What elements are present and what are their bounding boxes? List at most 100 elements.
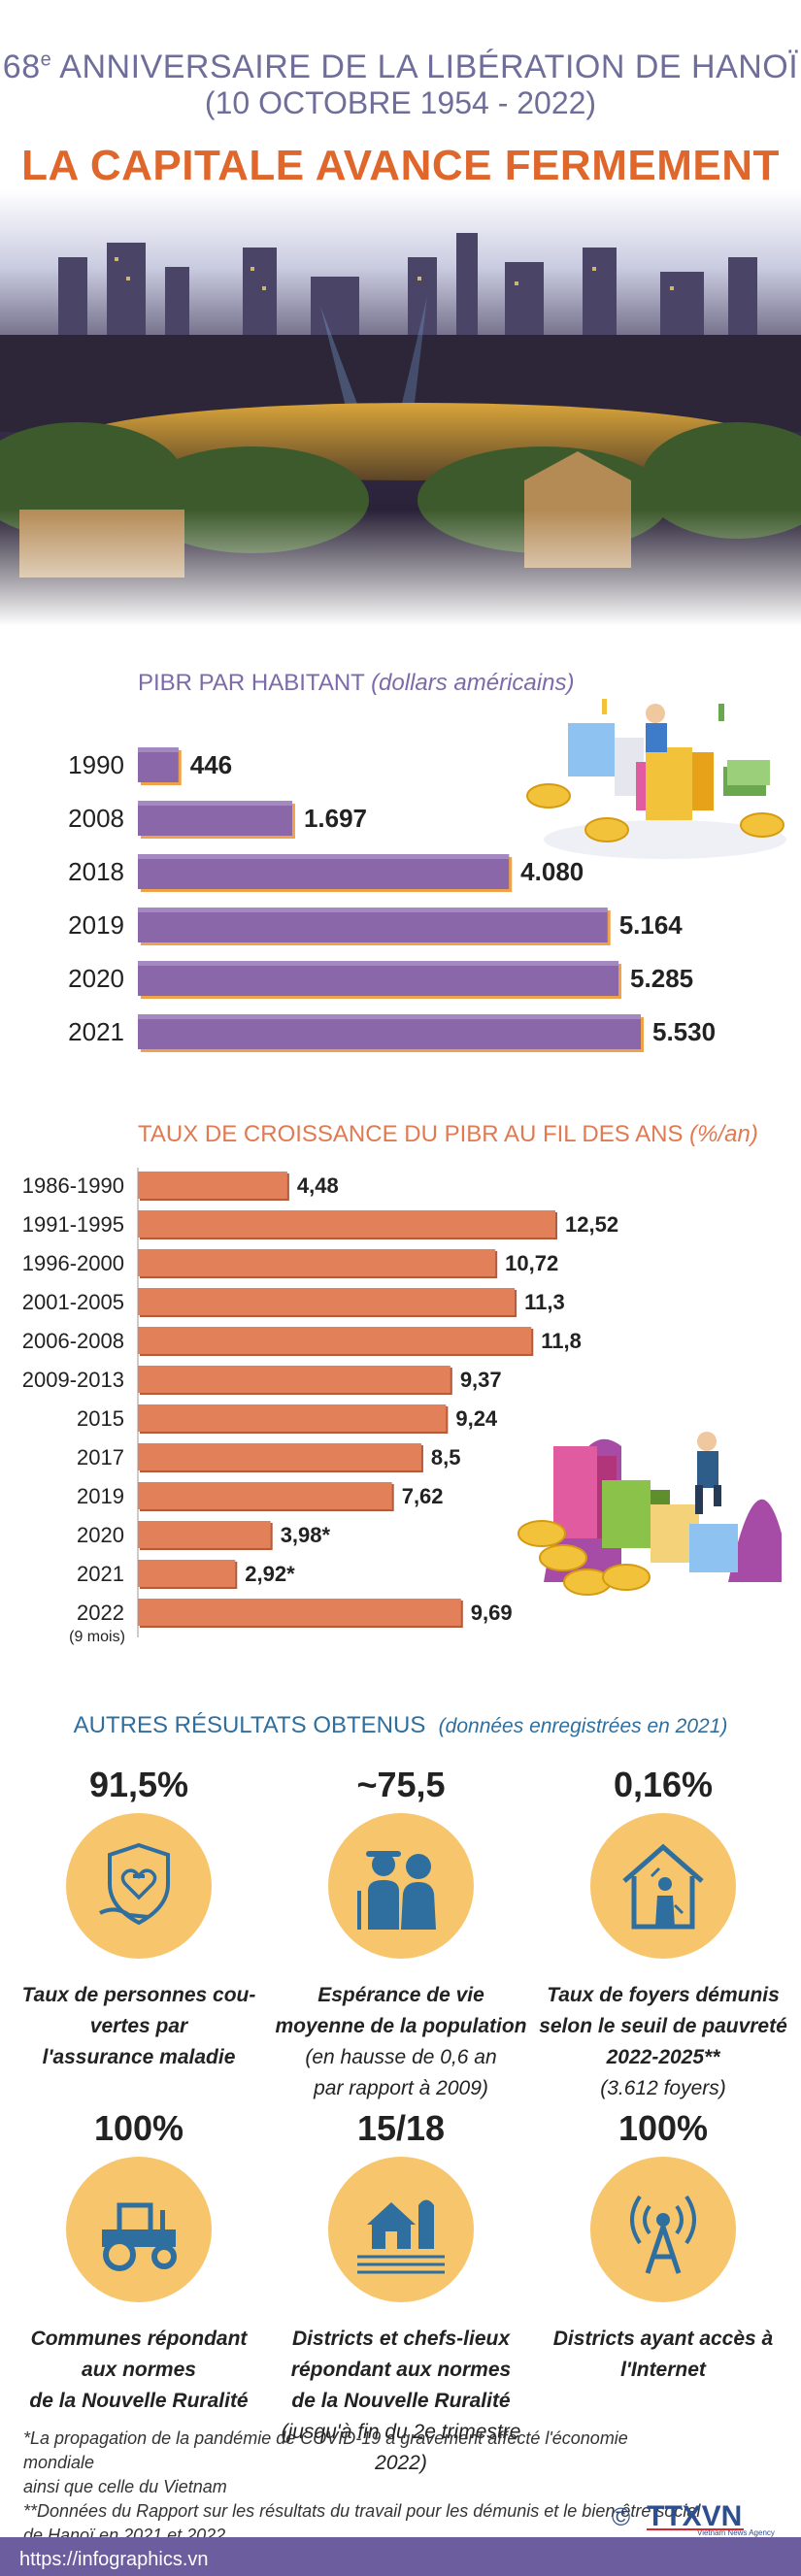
value-label: 11,8 — [541, 1329, 582, 1353]
growth-steps-illustration — [517, 1432, 782, 1596]
category-label: 1996-2000 — [22, 1251, 124, 1275]
stat-description: Taux de foyers démunis selon le seuil de … — [539, 1984, 787, 2068]
stat-internet-access: 100% Districts ayant accès à l'Internet — [532, 2108, 794, 2386]
bar-highlight — [138, 1014, 641, 1019]
stat-poor-households: 0,16% Taux de foyers démunis selon le seu… — [532, 1765, 794, 2104]
bar-highlight — [138, 908, 608, 912]
value-label: 2,92* — [245, 1562, 295, 1586]
pibr-per-capita-chart: 1990 446 2008 1.697 2018 4.080 2019 5.164 2020 5.… — [68, 747, 716, 1052]
bar — [138, 1443, 421, 1470]
footer-bar — [0, 2537, 801, 2576]
stat-value: 91,5% — [88, 1765, 189, 1804]
farm-icon — [357, 2199, 445, 2274]
category-label: 2008 — [68, 804, 124, 833]
bar — [138, 854, 510, 889]
circle-badge — [590, 1813, 736, 1959]
category-label: 2009-2013 — [22, 1368, 124, 1392]
value-label: 9,69 — [471, 1601, 513, 1625]
tractor-icon — [102, 2202, 177, 2271]
stat-value: 15/18 — [356, 2108, 446, 2148]
bar — [138, 1172, 287, 1199]
category-note: (9 mois) — [69, 1629, 125, 1645]
bar — [138, 1482, 392, 1509]
stat-description: Districts ayant accès à l'Internet — [552, 2328, 774, 2381]
stat-note: (en hausse de 0,6 an par rapport à 2009) — [305, 2046, 497, 2099]
category-label: 2021 — [68, 1017, 124, 1046]
bar — [138, 1014, 641, 1049]
poor-household-icon — [622, 1843, 704, 1930]
category-label: 2019 — [68, 910, 124, 940]
stat-value: 0,16% — [613, 1765, 714, 1804]
value-label: 8,5 — [431, 1445, 461, 1470]
stat-note: (3.612 foyers) — [600, 2077, 726, 2099]
stat-value: 100% — [93, 2108, 184, 2148]
bar — [138, 1560, 236, 1587]
bar — [138, 1288, 516, 1315]
growth-rate-title: TAUX DE CROISSANCE DU PIBR AU FIL DES AN… — [138, 1121, 758, 1147]
stat-description: Communes répondant aux normes de la Nouvel… — [29, 2328, 249, 2412]
stat-note: (jusqu'à fin du 2e trimestre 2022) — [281, 2421, 521, 2474]
value-label: 1.697 — [304, 804, 367, 833]
logo-subtitle: Vietnam News Agency — [697, 2528, 775, 2537]
value-label: 12,52 — [565, 1212, 618, 1237]
circle-badge — [328, 2157, 474, 2302]
pibr-per-capita-title: PIBR PAR HABITANT (dollars américains) — [138, 670, 575, 696]
value-label: 5.164 — [619, 910, 684, 940]
bar-highlight — [138, 747, 179, 752]
antenna-icon — [630, 2195, 696, 2274]
category-label: 2021 — [77, 1562, 124, 1586]
bar-highlight — [138, 801, 292, 806]
value-label: 3,98* — [281, 1523, 331, 1547]
category-label: 2020 — [68, 964, 124, 993]
bar — [138, 801, 292, 836]
value-label: 7,62 — [402, 1484, 444, 1508]
value-label: 5.530 — [652, 1017, 716, 1046]
bar — [138, 1327, 532, 1354]
business-growth-illustration — [526, 699, 786, 859]
bar — [138, 1521, 271, 1548]
bar — [138, 908, 608, 942]
footnotes: *La propagation de la pandémie de COVID-… — [23, 2428, 701, 2545]
logo-text: TTXVN — [647, 2500, 742, 2532]
date-line: (10 OCTOBRE 1954 - 2022) — [204, 85, 597, 120]
circle-badge — [66, 2157, 212, 2302]
ttxvn-logo: © TTXVN Vietnam News Agency — [612, 2500, 775, 2537]
page-title: LA CAPITALE AVANCE FERMEMENT — [21, 142, 780, 189]
hanoi-night-photo — [0, 189, 801, 626]
bar-highlight — [138, 854, 510, 859]
bar — [138, 1210, 555, 1238]
stat-value: 100% — [617, 2108, 709, 2148]
value-label: 10,72 — [505, 1251, 558, 1275]
value-label: 4.080 — [520, 857, 584, 886]
category-label: 2022 — [77, 1601, 124, 1625]
stat-new-rural-districts: 15/18 Districts et chefs-lieux répondant … — [270, 2108, 532, 2479]
value-label: 11,3 — [524, 1290, 565, 1314]
category-label: 2006-2008 — [22, 1329, 124, 1353]
category-label: 1986-1990 — [22, 1173, 124, 1198]
anniversary-line: 68e ANNIVERSAIRE DE LA LIBÉRATION DE HAN… — [2, 49, 799, 85]
circle-badge — [66, 1813, 212, 1959]
value-label: 9,24 — [455, 1406, 498, 1431]
footer-url[interactable]: https://infographics.vn — [19, 2549, 209, 2570]
value-label: 5.285 — [630, 964, 693, 993]
circle-badge — [590, 2157, 736, 2302]
category-label: 1991-1995 — [22, 1212, 124, 1237]
stat-new-rural-communes: 100% Communes répondant aux normes de la N… — [8, 2108, 270, 2417]
value-label: 446 — [190, 750, 232, 779]
header: 68e ANNIVERSAIRE DE LA LIBÉRATION DE HAN… — [0, 0, 801, 189]
bar — [138, 961, 619, 996]
category-label: 2017 — [77, 1445, 124, 1470]
bar — [138, 1599, 461, 1626]
elderly-couple-icon — [357, 1851, 436, 1930]
stat-health-insurance: 91,5% Taux de personnes cou-vertes par l'… — [8, 1765, 270, 2073]
category-label: 1990 — [68, 750, 124, 779]
copyright-symbol: © — [612, 2502, 630, 2531]
category-label: 2019 — [77, 1484, 124, 1508]
category-label: 2015 — [77, 1406, 124, 1431]
bar — [138, 1249, 496, 1276]
bar — [138, 1404, 447, 1432]
bar — [138, 747, 179, 782]
category-label: 2018 — [68, 857, 124, 886]
health-insurance-icon — [99, 1842, 170, 1926]
value-label: 9,37 — [460, 1368, 502, 1392]
